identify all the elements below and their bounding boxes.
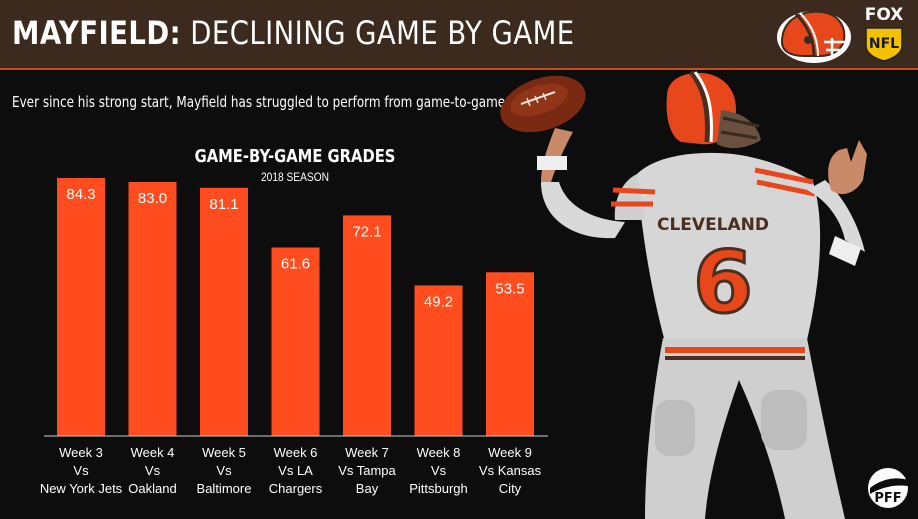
category-label: Vs Tampa [338, 463, 396, 478]
bar-value-label: 81.1 [209, 196, 238, 213]
category-label: Vs [73, 463, 89, 478]
category-label: Oakland [128, 481, 176, 496]
category-label: Pittsburgh [409, 481, 468, 496]
title-player-name: MAYFIELD: [12, 14, 182, 52]
nfl-logo-text: NFL [868, 36, 900, 52]
page-title: MAYFIELD: DECLINING GAME BY GAME [12, 14, 575, 52]
pff-logo-text: PFF [874, 491, 901, 506]
header-bar: MAYFIELD: DECLINING GAME BY GAME FOX NFL [0, 0, 918, 70]
bar-value-label: 53.5 [495, 280, 524, 297]
bar-value-label: 84.3 [66, 186, 95, 203]
chart-subtitle: 2018 SEASON [260, 170, 330, 184]
category-label: Bay [356, 481, 379, 496]
browns-helmet-icon [777, 10, 851, 63]
category-label: New York Jets [40, 481, 123, 496]
jersey-text: CLEVELAND [657, 215, 769, 235]
category-label: Week 7 [345, 445, 389, 460]
bar-week-3 [57, 178, 105, 437]
category-label: Week 3 [59, 445, 103, 460]
category-label: Vs [216, 463, 232, 478]
bar-value-label: 49.2 [424, 293, 453, 310]
intro-text: Ever since his strong start, Mayfield ha… [12, 93, 509, 111]
category-label: Week 6 [274, 445, 318, 460]
fox-nfl-logo: FOX NFL [860, 6, 908, 64]
bar-week-5 [200, 187, 248, 436]
bar-week-7 [343, 215, 391, 436]
category-label: Baltimore [197, 481, 252, 496]
category-label: Vs Kansas [479, 463, 542, 478]
category-label: Week 9 [488, 445, 532, 460]
fox-logo-text: FOX [864, 5, 904, 25]
nfl-shield-icon [865, 27, 903, 62]
title-headline: DECLINING GAME BY GAME [190, 14, 575, 52]
jersey-number: 6 [693, 233, 753, 333]
chart-title: GAME-BY-GAME GRADES [194, 146, 396, 167]
bar-week-4 [128, 182, 177, 436]
bar-value-label: 83.0 [138, 190, 167, 207]
bar-value-label: 61.6 [281, 256, 310, 273]
category-label: Week 4 [131, 445, 175, 460]
pff-logo: PFF [868, 468, 908, 508]
bar-week-9 [486, 272, 534, 436]
category-label: Vs LA [278, 463, 313, 478]
category-label: Week 8 [417, 445, 461, 460]
category-label: City [499, 481, 522, 496]
category-label: Chargers [269, 481, 323, 496]
category-label: Vs [431, 463, 447, 478]
category-label: Week 5 [202, 445, 246, 460]
player-photo: CLEVELAND 6 [500, 70, 867, 519]
bar-week-8 [414, 285, 463, 436]
category-label: Vs [145, 463, 161, 478]
bar-week-6 [271, 247, 320, 436]
bar-value-label: 72.1 [352, 223, 381, 240]
